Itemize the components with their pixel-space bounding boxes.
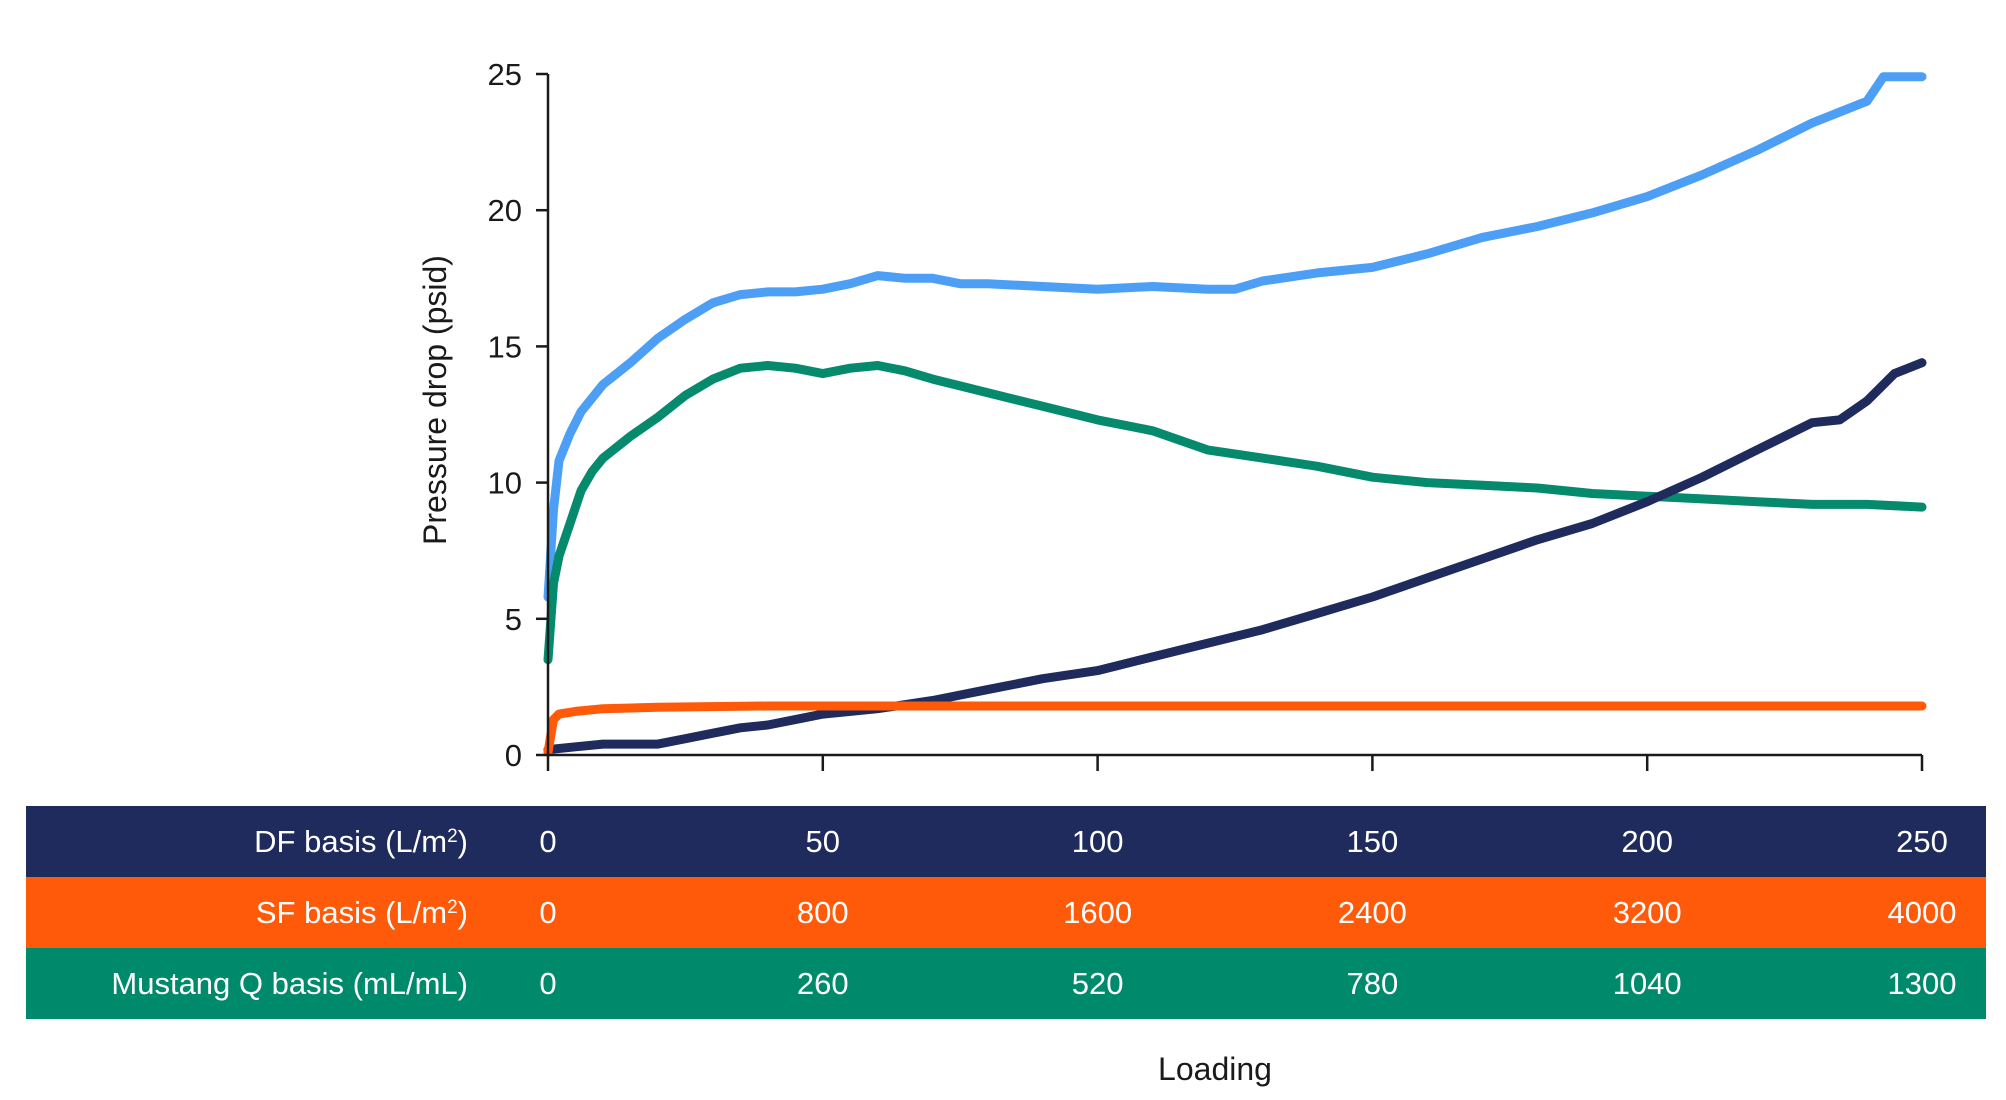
axis-table-value: 200 — [1621, 824, 1673, 859]
axis-table-value: 100 — [1072, 824, 1124, 859]
axis-table-value: 800 — [797, 895, 849, 930]
y-tick-label: 15 — [488, 329, 522, 364]
axis-table-value: 1600 — [1063, 895, 1132, 930]
x-axis-title: Loading — [1158, 1051, 1272, 1087]
y-tick-label: 20 — [488, 193, 522, 228]
axis-table-value: 780 — [1347, 966, 1399, 1001]
axis-table-band — [26, 948, 1986, 1019]
series-line-3 — [543, 358, 1927, 755]
axes-layer: 0 5 10 15 20 25 — [488, 57, 1924, 773]
axis-table-band — [26, 806, 1986, 877]
axis-table-value: 1040 — [1613, 966, 1682, 1001]
axis-table-value: 0 — [539, 966, 556, 1001]
y-tick-label: 0 — [505, 738, 522, 773]
y-tick-label: 25 — [488, 57, 522, 92]
axis-table-value: 260 — [797, 966, 849, 1001]
axis-table-value: 50 — [806, 824, 840, 859]
series-layer — [543, 72, 1927, 757]
axis-table-value: 4000 — [1888, 895, 1957, 930]
axis-table-value: 2400 — [1338, 895, 1407, 930]
axis-table: DF basis (L/m2) 0 50 100 150 200 250 SF basis (… — [26, 806, 1986, 1019]
series-line-1 — [543, 72, 1927, 602]
axis-table-band — [26, 877, 1986, 948]
axis-table-value: 0 — [539, 824, 556, 859]
axis-table-row-label: SF basis (L/m2) — [256, 895, 468, 930]
axis-table-value: 3200 — [1613, 895, 1682, 930]
axis-table-value: 150 — [1347, 824, 1399, 859]
axis-table-value: 520 — [1072, 966, 1124, 1001]
axis-table-value: 1300 — [1888, 966, 1957, 1001]
y-tick-label: 5 — [505, 602, 522, 637]
axis-table-row-label: Mustang Q basis (mL/mL) — [111, 966, 468, 1001]
series-line-2 — [543, 361, 1927, 665]
series-line-4 — [543, 701, 1927, 757]
axis-table-value: 0 — [539, 895, 556, 930]
y-axis-title: Pressure drop (psid) — [417, 255, 453, 545]
axis-table-row-label: DF basis (L/m2) — [254, 824, 468, 859]
y-tick-label: 10 — [488, 466, 522, 501]
axis-table-value: 250 — [1896, 824, 1948, 859]
